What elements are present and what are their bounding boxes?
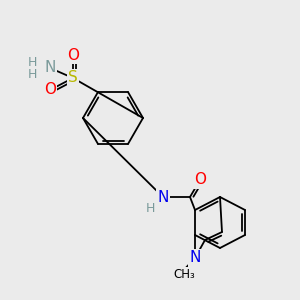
Text: N: N xyxy=(189,250,201,266)
Text: CH₃: CH₃ xyxy=(173,268,195,281)
Text: H: H xyxy=(145,202,155,214)
Text: H: H xyxy=(27,56,37,70)
Text: O: O xyxy=(67,47,79,62)
Text: S: S xyxy=(68,70,78,86)
Text: H: H xyxy=(27,68,37,82)
Text: O: O xyxy=(44,82,56,98)
Text: N: N xyxy=(44,61,56,76)
Text: N: N xyxy=(157,190,169,205)
Text: O: O xyxy=(194,172,206,188)
